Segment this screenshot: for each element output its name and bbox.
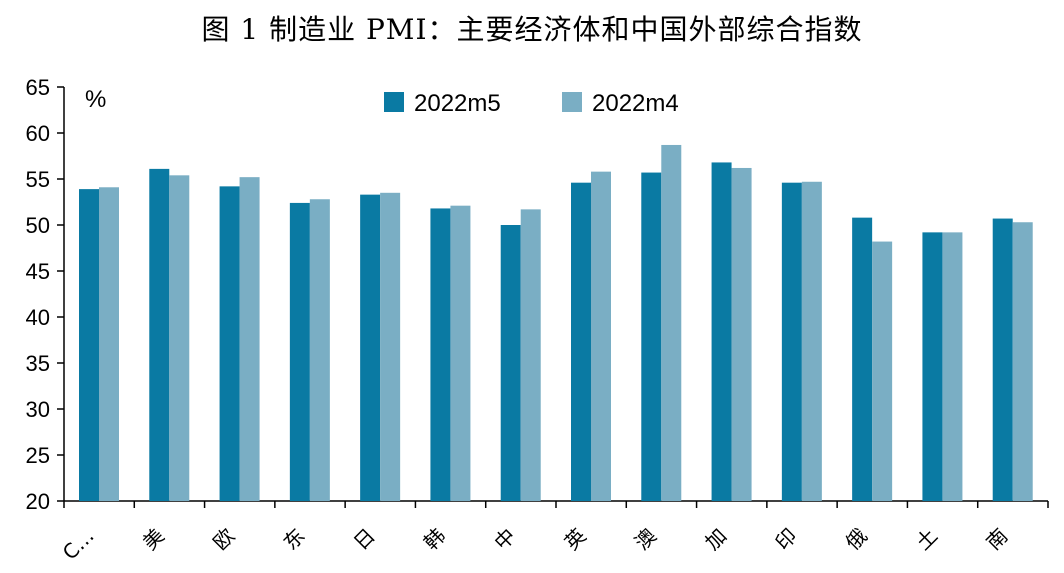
x-category-label: 东: [278, 524, 309, 555]
bar-2022m5-1: [149, 168, 170, 501]
bar-2022m4-11: [872, 241, 893, 501]
x-category-label: 俄: [841, 524, 872, 555]
bar-2022m4-3: [309, 199, 330, 502]
x-category-label: 中: [489, 524, 520, 555]
bar-2022m5-5: [430, 208, 451, 501]
y-tick-label: 45: [26, 259, 50, 284]
bar-2022m4-2: [239, 177, 260, 501]
bar-2022m5-0: [79, 189, 99, 501]
bar-2022m5-6: [500, 225, 521, 501]
bar-2022m4-1: [169, 175, 190, 501]
y-tick-label: 20: [26, 489, 50, 514]
bar-2022m4-10: [801, 181, 822, 501]
bar-2022m4-7: [591, 171, 611, 501]
bar-2022m5-11: [852, 217, 873, 501]
x-category-label: C…: [58, 524, 99, 565]
bar-2022m5-8: [641, 172, 662, 501]
x-category-label: 美: [138, 524, 169, 555]
x-category-label: 韩: [419, 524, 450, 555]
y-tick-label: 55: [26, 167, 50, 192]
bar-2022m5-2: [219, 186, 240, 502]
bar-2022m4-4: [380, 192, 401, 502]
bar-2022m5-13: [992, 218, 1013, 501]
bar-2022m5-3: [289, 202, 310, 502]
unit-label: %: [85, 86, 106, 113]
bar-2022m4-6: [520, 209, 541, 502]
legend-swatch-2022m4: [562, 92, 582, 112]
bar-2022m5-12: [922, 232, 943, 502]
bar-2022m4-8: [661, 144, 682, 501]
y-tick-label: 35: [26, 351, 50, 376]
bar-2022m4-9: [731, 167, 752, 501]
x-category-label: 土: [911, 524, 942, 555]
legend-label: 2022m4: [592, 90, 679, 117]
bar-2022m5-4: [360, 194, 381, 501]
bar-2022m4-0: [99, 187, 119, 501]
x-category-label: 加: [700, 524, 731, 555]
x-category-label: 澳: [630, 524, 661, 555]
y-tick-label: 40: [26, 305, 50, 330]
x-category-label: 印: [770, 524, 801, 555]
bar-2022m4-12: [942, 232, 963, 502]
legend-swatch-2022m5: [384, 92, 404, 112]
y-tick-label: 50: [26, 213, 50, 238]
legend-label: 2022m5: [414, 90, 501, 117]
bar-2022m5-9: [711, 162, 732, 501]
bars: [79, 144, 1033, 502]
x-category-label: 欧: [208, 524, 239, 555]
y-tick-label: 60: [26, 121, 50, 146]
x-category-label: 英: [560, 524, 591, 555]
bar-2022m4-13: [1012, 222, 1033, 502]
bar-2022m5-7: [571, 182, 591, 501]
y-tick-label: 25: [26, 443, 50, 468]
x-category-label: 南: [981, 524, 1012, 555]
y-axis: 20 25 30 35 40 45 50 55 60 65: [26, 75, 65, 514]
x-category-label: 日: [349, 524, 380, 555]
y-tick-label: 65: [26, 75, 50, 100]
x-axis: C… 美 欧 东 日 韩 中 英 澳 加 印 俄 土 南: [58, 500, 1049, 565]
bar-2022m4-5: [450, 205, 471, 501]
bar-2022m5-10: [781, 182, 802, 501]
legend: 2022m5 2022m4: [384, 90, 679, 117]
chart-title: 图 1 制造业 PMI：主要经济体和中国外部综合指数: [201, 13, 863, 46]
y-tick-label: 30: [26, 397, 50, 422]
